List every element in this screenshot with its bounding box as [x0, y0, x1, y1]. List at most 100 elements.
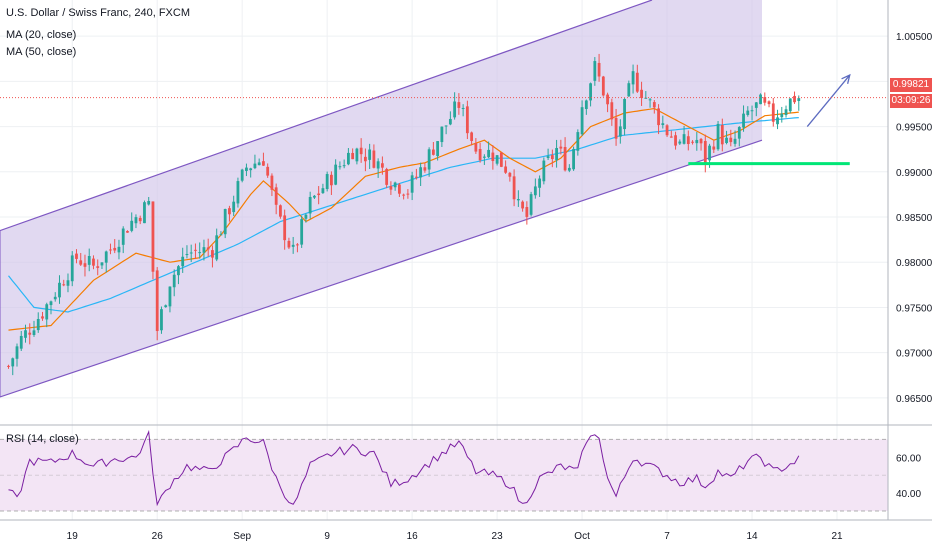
countdown-badge: 03:09:26 — [890, 94, 932, 108]
time-tick-label: 19 — [67, 531, 79, 542]
candle-body — [79, 260, 83, 265]
candle-body — [274, 187, 278, 205]
candle-body — [296, 244, 299, 246]
candle-body — [465, 106, 469, 134]
candle-body — [504, 166, 508, 173]
projection-arrow — [806, 74, 851, 128]
candle-body — [164, 305, 168, 308]
candle-body — [631, 71, 635, 85]
candle-body — [287, 240, 291, 248]
candle-body — [657, 108, 660, 126]
candle-body — [219, 234, 223, 236]
candle-body — [793, 95, 796, 103]
candle-body — [253, 163, 257, 169]
rsi-legend: RSI (14, close) — [6, 433, 79, 445]
trend-channel[interactable] — [0, 0, 763, 398]
candle-body — [699, 138, 703, 144]
candle-body — [538, 178, 541, 188]
time-tick-label: 9 — [324, 531, 330, 542]
candle-body — [100, 262, 104, 266]
drawing-overlays[interactable] — [0, 73, 888, 166]
candle-body — [168, 286, 172, 307]
candle-body — [487, 149, 491, 158]
candle-body — [368, 149, 372, 160]
candle-body — [28, 332, 32, 335]
projection-arrow-head — [841, 73, 851, 84]
channel-fill — [0, 0, 762, 397]
candle-body — [712, 146, 716, 150]
candle-body — [440, 126, 444, 143]
candle-body — [300, 219, 304, 245]
candle-body — [41, 316, 44, 319]
candle-body — [347, 152, 350, 165]
time-tick-label: 16 — [407, 531, 419, 542]
rsi-tick-label: 60.00 — [896, 453, 921, 464]
candle-body — [474, 143, 478, 152]
candle-body — [780, 113, 784, 118]
candle-body — [70, 255, 74, 282]
candle-body — [593, 61, 597, 81]
candle-body — [402, 194, 406, 196]
candle-body — [104, 251, 108, 263]
candle-body — [270, 175, 274, 190]
candle-body — [143, 202, 146, 224]
candle-body — [330, 174, 333, 186]
candle-body — [160, 309, 163, 331]
candle-body — [134, 217, 138, 224]
candle-body — [635, 72, 639, 92]
candle-body — [725, 137, 728, 144]
candle-body — [198, 252, 202, 254]
candle-body — [279, 205, 282, 217]
candle-body — [245, 167, 248, 171]
candle-body — [172, 274, 176, 288]
candle-body — [767, 101, 771, 105]
candle-body — [567, 167, 571, 171]
candle-body — [24, 330, 27, 338]
candle-body — [674, 135, 677, 146]
candle-body — [414, 176, 418, 178]
rsi-tick-label: 40.00 — [896, 489, 921, 500]
candle-body — [321, 188, 325, 194]
candle-body — [53, 296, 57, 300]
candle-body — [754, 102, 758, 108]
candle-body — [584, 100, 588, 110]
candle-body — [240, 169, 244, 181]
candle-body — [495, 155, 499, 164]
candle-body — [92, 258, 95, 266]
candle-body — [355, 148, 359, 162]
candle-body — [372, 150, 376, 168]
candle-body — [283, 215, 287, 241]
candle-body — [342, 165, 346, 167]
candle-body — [499, 152, 503, 167]
candle-body — [236, 181, 240, 204]
time-tick-label: 14 — [746, 531, 758, 542]
candle-body — [797, 98, 801, 101]
candle-body — [665, 125, 669, 136]
price-tick-label: 0.99000 — [896, 168, 932, 179]
candle-body — [155, 270, 159, 332]
time-tick-label: 23 — [492, 531, 504, 542]
candle-body — [338, 166, 342, 168]
ma20-legend: MA (20, close) — [6, 29, 77, 41]
candle-body — [589, 83, 592, 101]
candle-body — [351, 152, 355, 160]
rsi-path — [8, 429, 800, 507]
candle-body — [389, 186, 393, 190]
last-price-badge: 0.99821 — [890, 78, 932, 92]
time-tick-label: 7 — [664, 531, 670, 542]
candle-body — [380, 163, 384, 168]
candle-body — [546, 156, 550, 158]
candle-body — [66, 280, 70, 286]
candle-body — [223, 209, 227, 235]
candle-body — [771, 103, 775, 122]
candle-body — [716, 123, 720, 150]
candle-body — [75, 253, 78, 259]
candle-body — [678, 141, 682, 144]
candle-body — [550, 155, 554, 160]
ma20-path — [8, 107, 799, 331]
candle-body — [423, 167, 427, 171]
candle-body — [19, 335, 23, 349]
candle-body — [121, 228, 125, 245]
